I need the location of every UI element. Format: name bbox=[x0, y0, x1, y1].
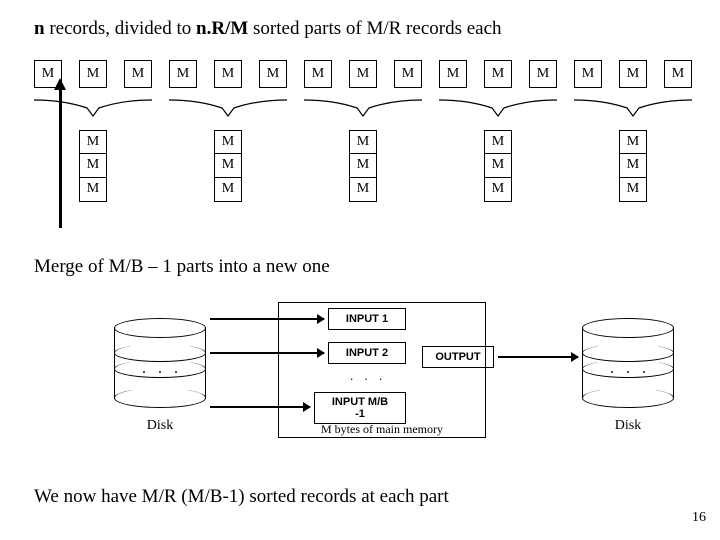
output-buffer: OUTPUT bbox=[422, 346, 494, 368]
merged-cell: M bbox=[214, 178, 242, 202]
merge-figure: Disk . . . M bytes of main memory INPUT … bbox=[60, 298, 660, 468]
merged-cell: M bbox=[79, 130, 107, 154]
merged-column: MMM bbox=[484, 130, 512, 202]
title-line-2: Merge of M/B – 1 parts into a new one bbox=[34, 256, 330, 278]
flow-arrow bbox=[210, 352, 324, 354]
m-box: M bbox=[664, 60, 692, 88]
brace bbox=[304, 98, 422, 118]
title-mid: records, divided to bbox=[45, 18, 196, 39]
input-buffer: INPUT M/B -1 bbox=[314, 392, 406, 424]
title-suffix: sorted parts of M/R records each bbox=[248, 18, 501, 39]
merged-cell: M bbox=[619, 178, 647, 202]
merged-cell: M bbox=[619, 130, 647, 154]
merged-cell: M bbox=[484, 130, 512, 154]
main-memory-label: M bytes of main memory bbox=[278, 422, 486, 437]
dots-left: . . . bbox=[142, 360, 182, 378]
merged-cell: M bbox=[79, 154, 107, 178]
m-box: M bbox=[169, 60, 197, 88]
cyl-top bbox=[582, 318, 674, 338]
title-bold: n.R/M bbox=[196, 18, 248, 39]
disk-right-label: Disk bbox=[582, 418, 674, 434]
input-dots: . . . bbox=[350, 368, 386, 384]
flow-arrow bbox=[498, 356, 578, 358]
title-line-3: We now have M/R (M/B-1) sorted records a… bbox=[34, 486, 449, 508]
merged-column: MMM bbox=[619, 130, 647, 202]
merged-cell: M bbox=[484, 178, 512, 202]
m-box: M bbox=[529, 60, 557, 88]
merged-cell: M bbox=[349, 178, 377, 202]
brace bbox=[34, 98, 152, 118]
merged-column: MMM bbox=[79, 130, 107, 202]
brace bbox=[574, 98, 692, 118]
page-number: 16 bbox=[692, 510, 706, 526]
input-buffer: INPUT 2 bbox=[328, 342, 406, 364]
m-box: M bbox=[484, 60, 512, 88]
merged-column: MMM bbox=[214, 130, 242, 202]
flow-arrow bbox=[210, 318, 324, 320]
merged-cell: M bbox=[214, 154, 242, 178]
disk-left-label: Disk bbox=[114, 418, 206, 434]
merged-cell: M bbox=[349, 154, 377, 178]
flow-arrow bbox=[210, 406, 310, 408]
brace bbox=[439, 98, 557, 118]
m-box: M bbox=[79, 60, 107, 88]
pointer-arrow-line bbox=[59, 88, 62, 228]
merged-cell: M bbox=[79, 178, 107, 202]
title-line-1: n records, divided to n.R/M sorted parts… bbox=[34, 18, 502, 40]
cyl-top bbox=[114, 318, 206, 338]
merged-cell: M bbox=[484, 154, 512, 178]
merged-cell: M bbox=[349, 130, 377, 154]
m-box: M bbox=[214, 60, 242, 88]
m-box: M bbox=[394, 60, 422, 88]
m-box: M bbox=[619, 60, 647, 88]
m-box: M bbox=[259, 60, 287, 88]
m-box: M bbox=[304, 60, 332, 88]
m-box: M bbox=[439, 60, 467, 88]
brace bbox=[169, 98, 287, 118]
merged-column: MMM bbox=[349, 130, 377, 202]
cyl-bottom bbox=[114, 388, 206, 408]
title-n: n bbox=[34, 18, 45, 39]
input-buffer: INPUT 1 bbox=[328, 308, 406, 330]
m-box: M bbox=[349, 60, 377, 88]
merged-cell: M bbox=[619, 154, 647, 178]
dots-right: . . . bbox=[610, 360, 650, 378]
cyl-bottom bbox=[582, 388, 674, 408]
merged-cell: M bbox=[214, 130, 242, 154]
m-box: M bbox=[124, 60, 152, 88]
m-box: M bbox=[574, 60, 602, 88]
